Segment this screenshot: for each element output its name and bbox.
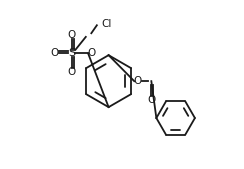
Text: S: S <box>68 49 75 58</box>
Text: O: O <box>51 49 59 58</box>
Text: O: O <box>68 67 76 77</box>
Text: Cl: Cl <box>101 19 112 29</box>
Text: O: O <box>147 95 155 105</box>
Text: O: O <box>134 76 142 86</box>
Text: O: O <box>68 30 76 40</box>
Text: O: O <box>88 49 96 58</box>
